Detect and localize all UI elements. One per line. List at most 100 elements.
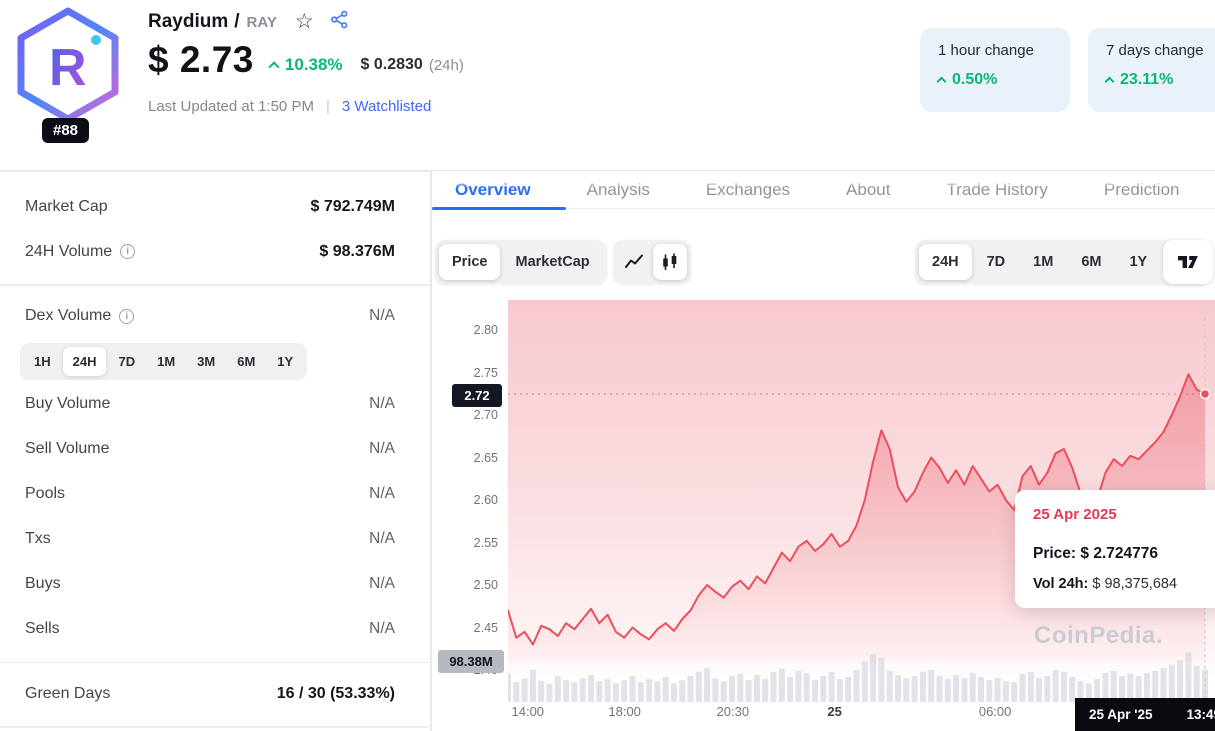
line-chart-icon[interactable]: [617, 244, 651, 280]
mode-marketcap[interactable]: MarketCap: [502, 244, 602, 280]
dex-stat-rows: Buy Volume N/A Sell Volume N/A Pools N/A Txs N/…: [0, 382, 430, 652]
stat-label: Txs: [25, 530, 51, 547]
title-row: Raydium / RAY ☆: [148, 10, 349, 34]
header-divider: [0, 170, 1215, 172]
sidebar-divider: [0, 284, 430, 286]
stat-label: Sell Volume: [25, 440, 110, 457]
stat-value: N/A: [369, 620, 395, 637]
y-axis-label: 2.70: [473, 408, 498, 422]
x-axis-label: 18:00: [608, 704, 641, 719]
x-axis-label: 14:00: [511, 704, 545, 719]
stat-label: Pools: [25, 485, 66, 502]
x-axis-label: 20:30: [716, 704, 750, 719]
stats-sidebar: Market Cap $ 792.749M 24H Volume i $ 98.…: [0, 170, 430, 731]
chart-type-toggle: [613, 240, 691, 284]
y-axis-label: 2.65: [473, 450, 498, 465]
card-label: 1 hour change: [938, 42, 1034, 59]
tab-trade-history[interactable]: Trade History: [946, 179, 1048, 199]
chart-range-1m[interactable]: 1M: [1020, 244, 1066, 280]
card-label: 7 days change: [1106, 42, 1204, 59]
active-tab-underline: [432, 206, 566, 210]
chart-range-24h[interactable]: 24H: [919, 244, 972, 280]
price-change-percent: 10.38%: [268, 55, 343, 75]
sidebar-divider: [0, 661, 430, 663]
y-axis-label: 2.75: [473, 365, 498, 380]
market-cap-row: Market Cap $ 792.749M: [0, 184, 430, 229]
price-change-absolute: $ 0.2830: [360, 56, 423, 73]
current-price-axis-badge: 2.72: [452, 384, 502, 407]
one-hour-change-card: 1 hour change 0.50%: [920, 28, 1070, 112]
stat-row-txs: Txs N/A: [0, 517, 430, 562]
up-caret-icon: [268, 60, 280, 73]
price-chart-region[interactable]: 2.802.752.702.652.602.552.502.452.40 14:…: [432, 300, 1215, 731]
y-axis-label: 2.45: [473, 620, 498, 635]
main-panel: Overview Analysis Exchanges About Trade Hist…: [432, 170, 1215, 731]
card-value: 23.11%: [1104, 71, 1215, 89]
sidebar-bottom-divider: [0, 726, 428, 728]
dex-range-6m[interactable]: 6M: [227, 347, 265, 376]
stat-label: 24H Volume i: [25, 243, 136, 261]
tradingview-icon: [1178, 256, 1198, 268]
coinpedia-watermark: CoinPedia.: [1034, 622, 1164, 649]
stat-value: N/A: [369, 395, 395, 412]
share-icon[interactable]: [330, 10, 349, 34]
up-caret-icon: [936, 76, 947, 87]
stat-label: Dex Volume i: [25, 307, 135, 325]
dex-range-3m[interactable]: 3M: [187, 347, 225, 376]
chart-range-1y[interactable]: 1Y: [1116, 244, 1160, 280]
y-axis-label: 2.55: [473, 535, 498, 550]
dex-range-1m[interactable]: 1M: [147, 347, 185, 376]
y-axis-label: 2.60: [473, 493, 498, 507]
volume-24h-row: 24H Volume i $ 98.376M: [0, 229, 430, 274]
dex-range-selector: 1H 24H 7D 1M 3M 6M 1Y: [20, 342, 308, 380]
stat-value: N/A: [369, 307, 395, 324]
dex-volume-row: Dex Volume i N/A: [0, 294, 430, 339]
stat-label: Sells: [25, 620, 60, 637]
seven-day-change-card: 7 days change 23.11%: [1088, 28, 1215, 112]
tab-analysis[interactable]: Analysis: [586, 179, 650, 199]
stat-label: Buy Volume: [25, 395, 111, 412]
tradingview-button[interactable]: [1163, 240, 1213, 284]
tab-exchanges[interactable]: Exchanges: [705, 179, 791, 199]
x-axis-label: 06:00: [978, 704, 1012, 719]
meta-separator: |: [325, 98, 330, 115]
stat-row-sell-volume: Sell Volume N/A: [0, 427, 430, 472]
watchlisted-link[interactable]: 3 Watchlisted: [341, 98, 432, 115]
rank-badge: #88: [42, 118, 90, 143]
stat-label: Green Days: [25, 684, 111, 702]
watchlist-star-icon[interactable]: ☆: [294, 10, 314, 33]
dex-range-24h[interactable]: 24H: [62, 346, 107, 376]
stat-value: N/A: [369, 485, 395, 502]
stat-value: $ 98.376M: [319, 242, 395, 260]
stat-value: $ 792.749M: [310, 197, 395, 215]
mode-price[interactable]: Price: [439, 244, 501, 280]
chart-range-6m[interactable]: 6M: [1068, 244, 1114, 280]
section-tabs: Overview Analysis Exchanges About Trade Hist…: [432, 171, 1215, 210]
svg-text:R: R: [49, 39, 87, 97]
y-axis-label: 2.50: [473, 578, 498, 592]
chart-range-7d[interactable]: 7D: [974, 244, 1019, 280]
info-icon[interactable]: i: [119, 308, 135, 324]
crosshair-time-badge: 25 Apr '25 13:49: [1075, 698, 1215, 731]
chart-mode-toggle: Price MarketCap: [435, 240, 607, 284]
current-price: $ 2.73: [148, 39, 254, 80]
raydium-logo-icon: R: [17, 7, 119, 123]
dex-range-7d[interactable]: 7D: [108, 347, 145, 376]
stat-label: Buys: [25, 575, 61, 592]
price-row: $ 2.73 10.38% $ 0.2830 (24h): [148, 38, 464, 82]
tab-overview[interactable]: Overview: [455, 179, 531, 199]
stat-value: 16 / 30 (53.33%): [276, 684, 395, 702]
tooltip-price: Price: $ 2.724776: [1033, 545, 1158, 562]
coin-symbol: RAY: [246, 13, 277, 31]
vertical-divider: [430, 170, 432, 731]
info-icon[interactable]: i: [120, 244, 136, 259]
dex-range-1h[interactable]: 1H: [24, 347, 61, 376]
x-axis-label: 25: [827, 704, 842, 719]
stat-row-pools: Pools N/A: [0, 472, 430, 517]
candlestick-chart-icon[interactable]: [653, 244, 687, 280]
tab-about[interactable]: About: [846, 179, 891, 199]
dex-range-1y[interactable]: 1Y: [267, 347, 303, 376]
coin-name: Raydium: [148, 11, 229, 32]
tab-prediction[interactable]: Prediction: [1103, 179, 1180, 199]
last-updated: Last Updated at 1:50 PM: [148, 98, 314, 115]
